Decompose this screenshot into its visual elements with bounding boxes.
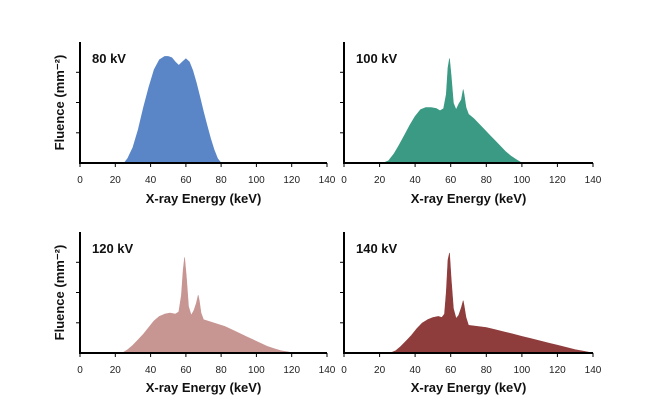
x-tick-label: 20	[374, 175, 386, 186]
x-axis-title: X-ray Energy (keV)	[411, 380, 527, 395]
x-tick-label: 80	[481, 365, 493, 376]
x-tick-label: 80	[216, 175, 228, 186]
x-axis-title: X-ray Energy (keV)	[146, 191, 262, 206]
x-tick-label: 20	[374, 365, 386, 376]
panel-label: 100 kV	[356, 51, 398, 66]
x-tick-label: 40	[410, 365, 422, 376]
x-tick-label: 60	[445, 175, 457, 186]
x-tick-label: 120	[549, 365, 566, 376]
x-tick-label: 120	[283, 175, 300, 186]
panel-2: 0 20 40 60 80 100 120 140 X-ray Energy (keV) 100 …	[340, 42, 602, 206]
panel-4: 0 20 40 60 80 100 120 140 X-ray Energy (keV) 140 …	[340, 232, 602, 395]
x-tick-label: 120	[549, 175, 566, 186]
x-axis-title: X-ray Energy (keV)	[146, 380, 262, 395]
x-axis-title: X-ray Energy (keV)	[411, 191, 527, 206]
panel-label: 140 kV	[356, 241, 398, 256]
x-tick-label: 60	[180, 365, 192, 376]
x-tick-label: 20	[110, 175, 122, 186]
spectrum-area-2	[382, 58, 523, 164]
panel-3: 0 20 40 60 80 100 120 140 X-ray Energy (keV) Flue…	[52, 232, 336, 395]
spectrum-area-3	[122, 257, 292, 354]
x-tick-label: 40	[145, 175, 157, 186]
y-axis-title: Fluence (mm⁻²)	[52, 55, 67, 151]
x-tick-label: 40	[145, 365, 157, 376]
y-axis-title: Fluence (mm⁻²)	[52, 245, 67, 341]
x-tick-label: 80	[481, 175, 493, 186]
x-tick-label: 100	[514, 365, 531, 376]
x-tick-label: 20	[110, 365, 122, 376]
x-tick-label: 100	[514, 175, 531, 186]
spectrum-area-4	[389, 252, 594, 354]
x-tick-label: 60	[180, 175, 192, 186]
x-tick-label: 100	[248, 175, 265, 186]
x-tick-label: 0	[77, 175, 83, 186]
x-tick-label: 140	[319, 365, 336, 376]
panel-1: 0 20 40 60 80 100 120 140 X-ray Energy (keV) Flue…	[52, 42, 336, 206]
x-tick-label: 40	[410, 175, 422, 186]
x-tick-label: 0	[341, 175, 347, 186]
x-tick-label: 140	[585, 365, 602, 376]
panel-label: 80 kV	[92, 51, 126, 66]
x-tick-label: 80	[216, 365, 228, 376]
spectrum-area-1	[123, 56, 222, 164]
x-tick-label: 140	[585, 175, 602, 186]
x-tick-label: 60	[445, 365, 457, 376]
x-tick-label: 0	[341, 365, 347, 376]
x-tick-label: 140	[319, 175, 336, 186]
x-tick-label: 120	[283, 365, 300, 376]
panel-label: 120 kV	[92, 241, 134, 256]
x-tick-label: 100	[248, 365, 265, 376]
x-tick-label: 0	[77, 365, 83, 376]
